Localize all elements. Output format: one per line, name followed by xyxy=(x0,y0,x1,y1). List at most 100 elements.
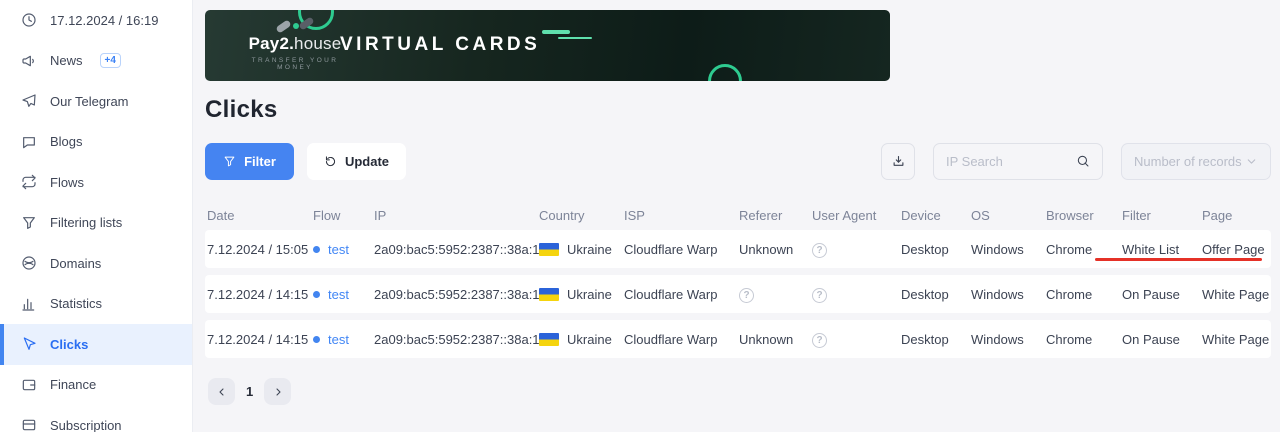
flow-link[interactable]: test xyxy=(328,331,349,347)
next-page-button[interactable] xyxy=(264,378,292,405)
download-button[interactable] xyxy=(881,142,915,180)
col-header-browser: Browser xyxy=(1046,207,1094,223)
records-dropdown-label: Number of records xyxy=(1134,153,1242,169)
cell-country: Ukraine xyxy=(539,332,624,347)
cell-ip: 2a09:bac5:5952:2387::38a:13 xyxy=(374,331,539,347)
col-header-device: Device xyxy=(901,207,941,223)
sidebar-item-statistics[interactable]: Statistics xyxy=(0,284,192,325)
col-header-isp: ISP xyxy=(624,207,645,223)
sidebar-item-label: Statistics xyxy=(50,296,103,312)
flow-status-dot xyxy=(313,245,320,253)
cell-date: 7.12.2024 / 14:15 xyxy=(207,286,309,302)
annotation-red-underline xyxy=(1095,258,1262,261)
col-header-referer: Referer xyxy=(739,207,783,223)
flow-link[interactable]: test xyxy=(328,286,349,302)
download-icon xyxy=(893,155,903,166)
sidebar: 17.12.2024 / 16:19 News +4 Our Telegram … xyxy=(0,0,193,432)
cell-country: Ukraine xyxy=(539,242,624,257)
cell-flow: test xyxy=(313,287,374,302)
cell-device: Desktop xyxy=(901,286,949,302)
cursor-icon xyxy=(23,337,36,351)
chevron-right-icon xyxy=(276,387,281,396)
telegram-icon xyxy=(22,94,36,108)
banner-headline: VIRTUAL CARDS xyxy=(340,34,541,55)
flow-link[interactable]: test xyxy=(328,241,349,257)
cell-filter: On Pause xyxy=(1122,286,1180,302)
cell-ip: 2a09:bac5:5952:2387::38a:13 xyxy=(374,241,539,257)
cell-referer: ? xyxy=(739,286,812,303)
sidebar-item-label: 17.12.2024 / 16:19 xyxy=(50,12,159,28)
banner-dash-decoration xyxy=(558,37,592,39)
sidebar-item-finance[interactable]: Finance xyxy=(0,365,192,406)
cell-isp: Cloudflare Warp xyxy=(624,241,718,257)
search-icon[interactable] xyxy=(1076,154,1090,168)
funnel-icon xyxy=(23,216,35,229)
question-icon[interactable]: ? xyxy=(812,332,827,348)
ukraine-flag-icon xyxy=(539,287,559,301)
filter-button[interactable]: Filter xyxy=(205,142,294,180)
sidebar-item-domains[interactable]: Domains xyxy=(0,243,192,284)
bar-chart-icon xyxy=(22,298,35,311)
promo-banner[interactable]: Pay2.house Transfer your money VIRTUAL C… xyxy=(205,10,890,81)
table-header: Date Flow IP Country ISP Referer User Ag… xyxy=(205,200,1271,230)
question-icon[interactable]: ? xyxy=(812,287,827,303)
banner-dash-decoration xyxy=(542,30,570,34)
sidebar-item-subscription[interactable]: Subscription xyxy=(0,405,192,432)
cell-page: White Page xyxy=(1202,286,1270,302)
table-row: 7.12.2024 / 14:15 test 2a09:bac5:5952:23… xyxy=(205,320,1271,358)
wallet-icon xyxy=(22,379,36,391)
page-title: Clicks xyxy=(205,96,278,123)
records-dropdown[interactable]: Number of records xyxy=(1121,142,1271,180)
cell-page: Offer Page xyxy=(1202,241,1265,257)
ip-search-box xyxy=(933,142,1103,180)
sidebar-item-label: Flows xyxy=(50,174,84,190)
sidebar-item-news[interactable]: News +4 xyxy=(0,41,192,82)
globe-icon xyxy=(22,256,36,270)
cell-device: Desktop xyxy=(901,331,949,347)
banner-brand: Pay2.house xyxy=(248,34,342,53)
banner-circle-decoration xyxy=(708,64,742,81)
cell-os: Windows xyxy=(971,331,1024,347)
sidebar-item-filtering-lists[interactable]: Filtering lists xyxy=(0,203,192,244)
cell-isp: Cloudflare Warp xyxy=(624,331,718,347)
toolbar: Filter Update Number of records xyxy=(205,142,1271,180)
update-button[interactable]: Update xyxy=(307,142,406,180)
megaphone-icon xyxy=(22,55,34,67)
funnel-icon xyxy=(224,156,235,166)
cell-page: White Page xyxy=(1202,331,1270,347)
sidebar-item-label: Our Telegram xyxy=(50,93,129,109)
col-header-ip: IP xyxy=(374,207,387,223)
col-header-filter: Filter xyxy=(1122,207,1151,223)
prev-page-button[interactable] xyxy=(208,378,235,405)
cell-device: Desktop xyxy=(901,241,949,257)
sidebar-item-label: Blogs xyxy=(50,134,83,150)
sidebar-item-telegram[interactable]: Our Telegram xyxy=(0,81,192,122)
news-count-badge: +4 xyxy=(99,53,121,69)
ukraine-flag-icon xyxy=(539,332,559,346)
sidebar-item-clicks[interactable]: Clicks xyxy=(0,324,192,365)
cell-ip: 2a09:bac5:5952:2387::38a:13 xyxy=(374,286,539,302)
question-icon[interactable]: ? xyxy=(812,242,827,258)
chat-icon xyxy=(23,136,35,149)
cell-os: Windows xyxy=(971,241,1024,257)
toolbar-right-group: Number of records xyxy=(881,142,1271,180)
question-icon[interactable]: ? xyxy=(739,287,754,303)
cell-user-agent: ? xyxy=(812,331,901,348)
sidebar-item-flows[interactable]: Flows xyxy=(0,162,192,203)
sidebar-item-blogs[interactable]: Blogs xyxy=(0,122,192,163)
sidebar-item-label: Clicks xyxy=(50,336,89,352)
pagination: 1 xyxy=(205,378,1271,405)
pay2house-logo-icon xyxy=(240,16,350,34)
cell-referer: Unknown xyxy=(739,241,794,257)
sidebar-item-label: News xyxy=(50,53,83,69)
clock-icon xyxy=(22,13,36,27)
col-header-flow: Flow xyxy=(313,207,341,223)
card-icon xyxy=(22,419,36,431)
cell-flow: test xyxy=(313,242,374,257)
table-row: 7.12.2024 / 14:15 test 2a09:bac5:5952:23… xyxy=(205,275,1271,313)
ip-search-input[interactable] xyxy=(946,153,1076,169)
chevron-left-icon xyxy=(218,387,224,396)
cell-user-agent: ? xyxy=(812,286,901,303)
banner-tagline: Transfer your money xyxy=(251,57,339,71)
